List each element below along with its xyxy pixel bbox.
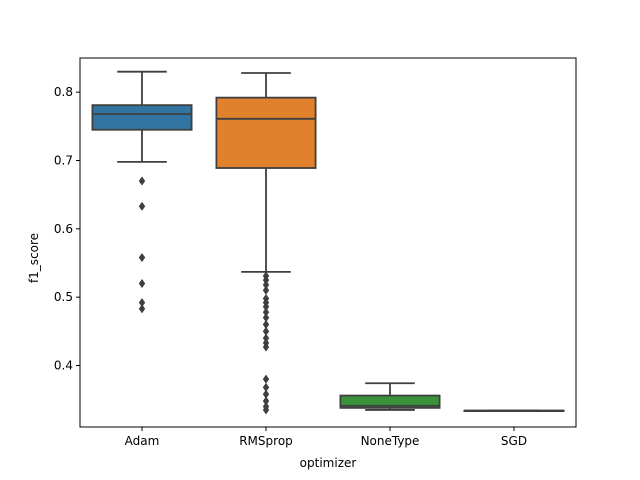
box-group-nonetype [339,382,441,411]
axes-layer: 0.4 0.5 0.6 0.7 0.8 Adam RMSprop NoneType SGD [54,57,577,448]
y-tick-label: 0.4 [54,359,73,373]
y-axis-label: f1_score [27,233,41,283]
outlier-point [262,405,270,415]
box-group-rmsprop [215,72,317,415]
outlier-point [262,374,270,384]
x-tick-label: RMSprop [239,434,293,448]
outlier-point [138,278,146,289]
outlier-point [138,176,146,186]
x-tick-label: Adam [125,434,160,448]
boxes-layer [91,70,565,415]
outlier-point [262,285,270,295]
outlier-point [138,201,146,211]
y-tick-label: 0.8 [54,85,73,99]
y-tick-label: 0.5 [54,290,73,304]
y-tick-label: 0.7 [54,154,73,168]
y-tick-label: 0.6 [54,222,73,236]
plot-frame [79,57,577,428]
box-iqr [91,104,193,131]
outlier-point [138,252,146,263]
x-axis-label: optimizer [300,456,357,470]
x-tick-label: NoneType [361,434,420,448]
box-group-adam [91,70,193,314]
box-iqr [339,394,441,409]
outlier-point [138,304,146,314]
x-tick-label: SGD [501,434,527,448]
outlier-point [262,342,270,352]
box-group-sgd [463,409,565,413]
box-iqr [215,96,317,169]
